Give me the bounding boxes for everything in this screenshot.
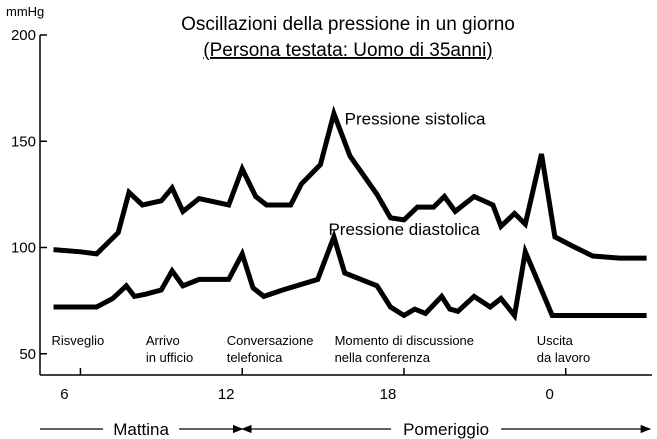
series-label-systolic: Pressione sistolica [345, 109, 486, 128]
chart-subtitle: (Persona testata: Uomo di 35anni) [203, 40, 492, 61]
series-label-diastolic: Pressione diastolica [328, 220, 480, 239]
x-axis: 6 12 18 0 [40, 368, 652, 403]
chart-title: Oscillazioni della pressione in un giorn… [181, 14, 515, 35]
period-label: Mattina [113, 420, 169, 439]
systolic-line [53, 105, 647, 261]
y-tick-label: 100 [11, 240, 36, 257]
y-tick-label: 200 [11, 27, 36, 44]
x-tick-label: 6 [60, 386, 68, 403]
diastolic-line [53, 229, 647, 322]
event-annotation: Conversazione [227, 333, 314, 348]
x-tick-label: 0 [546, 386, 554, 403]
event-annotation: Arrivo [146, 333, 180, 348]
event-annotation: Uscita [537, 333, 574, 348]
period-label: Pomeriggio [403, 420, 489, 439]
event-annotation: Risveglio [51, 333, 104, 348]
x-tick-label: 18 [380, 386, 397, 403]
period-arrows: Mattina Pomeriggio [40, 420, 652, 439]
y-tick-label: 50 [19, 346, 36, 363]
event-annotation: telefonica [227, 350, 283, 365]
event-annotations: Risveglio Arrivo in ufficio Conversazione te… [51, 333, 590, 365]
event-annotation: Momento di discussione [335, 333, 474, 348]
event-annotation: nella conferenza [335, 350, 431, 365]
event-annotation: da lavoro [537, 350, 590, 365]
x-tick-label: 12 [218, 386, 235, 403]
y-axis-unit: mmHg [6, 4, 44, 19]
series-lines: Pressione sistolica Pressione diastolica [53, 105, 647, 322]
event-annotation: in ufficio [146, 350, 193, 365]
y-axis: 50 100 150 200 [11, 27, 47, 375]
y-tick-label: 150 [11, 133, 36, 150]
